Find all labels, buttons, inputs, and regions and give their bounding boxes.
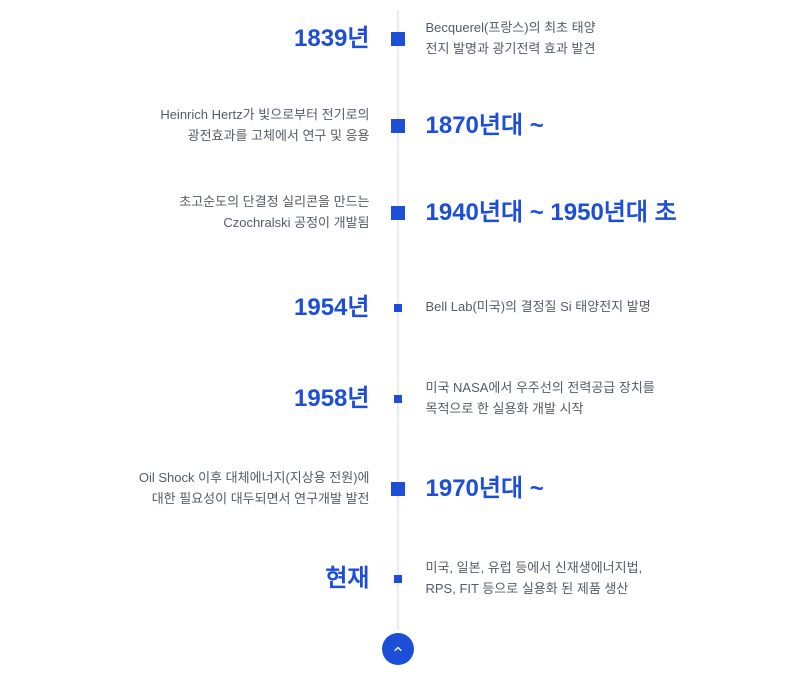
timeline-dot: [391, 482, 405, 496]
timeline-dot: [391, 32, 405, 46]
timeline-description: Oil Shock 이후 대체에너지(지상용 전원)에대한 필요성이 대두되면서…: [28, 468, 370, 510]
timeline-dot: [391, 119, 405, 133]
timeline-description: 초고순도의 단결정 실리콘을 만드는Czochralski 공정이 개발됨: [28, 192, 370, 234]
scroll-to-top-button[interactable]: [382, 633, 414, 665]
timeline-item: 1839년 Becquerel(프랑스)의 최초 태양전지 발명과 광기전력 효과…: [0, 18, 795, 60]
timeline-item: Oil Shock 이후 대체에너지(지상용 전원)에대한 필요성이 대두되면서…: [0, 468, 795, 510]
timeline-item: 초고순도의 단결정 실리콘을 만드는Czochralski 공정이 개발됨 194…: [0, 192, 795, 234]
timeline-dot: [394, 395, 402, 403]
timeline-year: 1870년대 ~: [426, 110, 768, 141]
chevron-up-icon: [392, 643, 404, 655]
timeline-item: Heinrich Hertz가 빛으로부터 전기로의광전효과를 고체에서 연구 …: [0, 105, 795, 147]
timeline-dot: [394, 575, 402, 583]
timeline-year: 1954년: [28, 292, 370, 323]
timeline-year: 현재: [28, 563, 370, 594]
timeline-dot: [394, 304, 402, 312]
timeline-container: 1839년 Becquerel(프랑스)의 최초 태양전지 발명과 광기전력 효과…: [0, 0, 795, 630]
timeline-item: 1954년 Bell Lab(미국)의 결정질 Si 태양전지 발명: [0, 292, 795, 323]
timeline-year: 1940년대 ~ 1950년대 초: [426, 197, 768, 228]
timeline-dot: [391, 206, 405, 220]
timeline-year: 1958년: [28, 383, 370, 414]
timeline-description: Heinrich Hertz가 빛으로부터 전기로의광전효과를 고체에서 연구 …: [28, 105, 370, 147]
timeline-description: Becquerel(프랑스)의 최초 태양전지 발명과 광기전력 효과 발견: [426, 18, 768, 60]
timeline-item: 현재 미국, 일본, 유럽 등에서 신재생에너지법,RPS, FIT 등으로 실용…: [0, 558, 795, 600]
timeline-description: 미국, 일본, 유럽 등에서 신재생에너지법,RPS, FIT 등으로 실용화 …: [426, 558, 768, 600]
timeline-description: 미국 NASA에서 우주선의 전력공급 장치를목적으로 한 실용화 개발 시작: [426, 378, 768, 420]
timeline-year: 1839년: [28, 23, 370, 54]
timeline-item: 1958년 미국 NASA에서 우주선의 전력공급 장치를목적으로 한 실용화 개…: [0, 378, 795, 420]
timeline-description: Bell Lab(미국)의 결정질 Si 태양전지 발명: [426, 297, 768, 318]
timeline-year: 1970년대 ~: [426, 473, 768, 504]
